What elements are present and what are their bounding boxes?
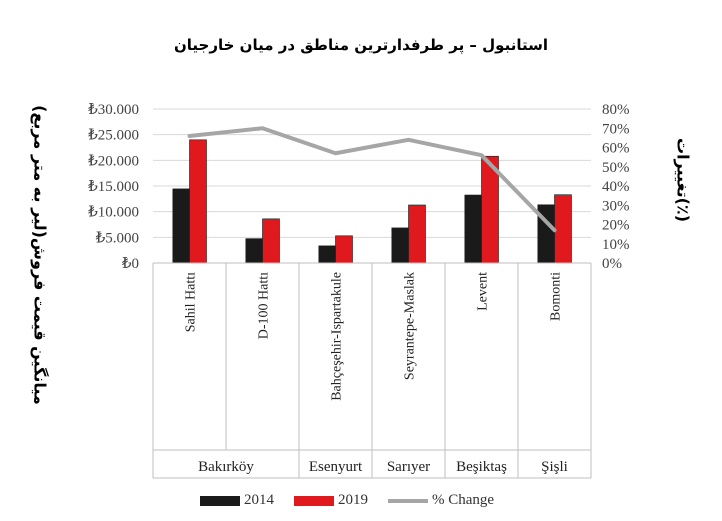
bar-2019 (554, 194, 572, 264)
category-label: Bahçeşehir-Ispartakule (330, 272, 345, 401)
group-label: Bakırköy (198, 459, 254, 475)
y-right-tick-label: 80% (602, 102, 630, 118)
legend-swatch-2019 (294, 495, 334, 506)
y-left-tick-label: ₺30.000 (87, 102, 139, 118)
bar-2014 (391, 227, 409, 263)
series-line-change (187, 126, 557, 233)
y-left-tick-label: ₺25.000 (87, 128, 139, 144)
legend-label-2019: 2019 (338, 492, 368, 508)
category-label: Sahil Hattı (184, 272, 199, 332)
category-label: Seyrantepe-Maslak (403, 272, 418, 380)
bar-2014 (245, 238, 263, 263)
bar-2014 (464, 194, 482, 263)
y-left-tick-label: ₺0 (121, 256, 139, 272)
y-right-tick-label: 30% (602, 198, 630, 214)
bar-2019 (408, 204, 426, 264)
y-right-tick-label: 50% (602, 160, 630, 176)
y-right-tick-label: 40% (602, 179, 630, 195)
legend-item-change: % Change (388, 492, 494, 509)
legend-item-2019: 2019 (294, 492, 368, 509)
legend: 2014 2019 % Change (200, 492, 514, 509)
legend-swatch-2014 (200, 495, 240, 506)
y-left-tick-label: ₺20.000 (87, 153, 139, 169)
category-label: D-100 Hattı (257, 272, 272, 339)
bar-2014 (172, 188, 190, 263)
y-right-tick-label: 70% (602, 121, 630, 137)
bar-2019 (262, 218, 280, 264)
y-left-tick-label: ₺10.000 (87, 205, 139, 221)
legend-item-2014: 2014 (200, 492, 274, 509)
legend-swatch-change (388, 498, 428, 503)
y-right-tick-label: 60% (602, 141, 630, 157)
group-label: Esenyurt (309, 459, 363, 475)
group-label: Şişli (541, 459, 568, 475)
bar-2019 (189, 139, 207, 264)
y-left-tick-label: ₺15.000 (87, 179, 139, 195)
y-left-tick-label: ₺5.000 (95, 230, 139, 246)
y-right-tick-label: 0% (602, 256, 622, 272)
y-right-tick-label: 20% (602, 218, 630, 234)
category-label: Levent (476, 272, 491, 311)
group-label: Beşiktaş (456, 459, 507, 475)
group-label: Sarıyer (387, 459, 430, 475)
chart-title: استانبول – پر طرفدارترین مناطق در میان خ… (174, 36, 548, 54)
y-right-tick-label: 10% (602, 237, 630, 253)
category-label: Bomonti (549, 272, 564, 321)
legend-label-2014: 2014 (244, 492, 274, 508)
legend-label-change: % Change (432, 492, 495, 508)
bar-2014 (318, 245, 336, 263)
bar-2019 (335, 235, 353, 264)
